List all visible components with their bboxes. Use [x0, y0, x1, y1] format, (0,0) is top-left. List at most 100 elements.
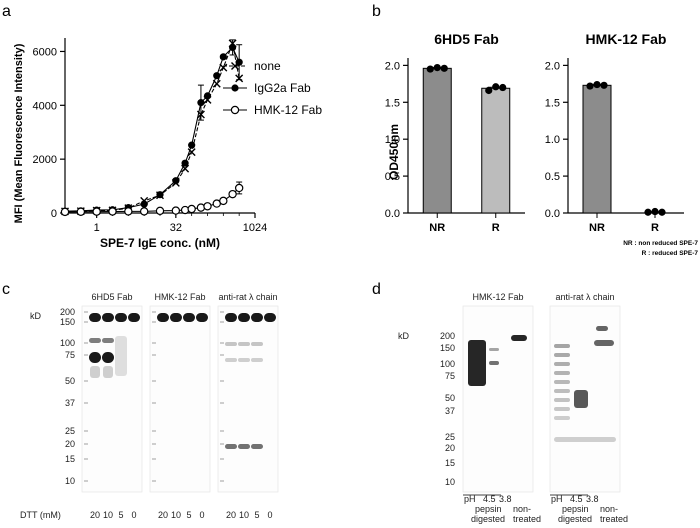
y-tick-label: 4000	[33, 100, 57, 112]
protein-band	[170, 313, 182, 322]
chart-title: 6HD5 Fab	[434, 31, 499, 47]
y-axis-label: MFI (Mean Fluorescence Intensity)	[13, 43, 25, 223]
series-hmk-12-fab	[60, 181, 244, 217]
protein-band	[238, 444, 250, 449]
group-label: treated	[600, 514, 628, 524]
chart-title: HMK-12 Fab	[586, 31, 667, 47]
size-marker-label: 75	[65, 350, 75, 360]
size-marker-label: 150	[60, 317, 75, 327]
x-tick-label: 1	[94, 222, 100, 234]
kd-label: kD	[398, 331, 410, 341]
legend-note: NR : non reduced SPE-7	[623, 240, 698, 247]
panel-label-d: d	[372, 281, 381, 298]
size-marker-label: 100	[60, 338, 75, 348]
size-marker-label: 50	[65, 376, 75, 386]
y-tick-label: 0.5	[385, 171, 400, 183]
protein-band	[554, 353, 570, 357]
blot-membrane	[149, 305, 211, 493]
x-marker-stroke	[231, 62, 239, 70]
protein-band	[225, 444, 237, 449]
protein-band	[183, 313, 195, 322]
y-tick-label: 6000	[33, 46, 57, 58]
protein-band	[594, 340, 614, 346]
data-point	[228, 43, 237, 52]
lane-label: 10	[171, 510, 181, 520]
y-tick-label: 1.0	[545, 134, 560, 146]
group-label: pepsin	[562, 504, 589, 514]
protein-band	[238, 342, 250, 346]
data-point	[234, 183, 244, 193]
data-point	[156, 191, 164, 199]
protein-band	[554, 407, 570, 411]
y-tick-label: 1.5	[545, 97, 560, 109]
lane-label: 20	[90, 510, 100, 520]
protein-band	[554, 416, 570, 420]
replicate-point	[600, 81, 608, 89]
protein-band	[554, 380, 570, 384]
protein-band	[225, 313, 237, 322]
lane-label: 5	[118, 510, 123, 520]
bar	[481, 87, 511, 214]
x-marker-stroke	[187, 148, 196, 157]
lane-label: 5	[186, 510, 191, 520]
legend-marker	[231, 84, 239, 92]
ph-value: 3.8	[499, 494, 512, 504]
size-marker-label: 200	[440, 331, 455, 341]
protein-smear	[90, 366, 100, 378]
size-marker-label: 25	[445, 432, 455, 442]
panel-label-a: a	[2, 3, 11, 20]
protein-band	[489, 361, 499, 365]
y-tick-label: 0.5	[545, 171, 560, 183]
y-tick-label: 2.0	[545, 60, 560, 72]
data-point	[171, 206, 181, 215]
category-label: R	[492, 222, 500, 234]
series-line	[64, 41, 240, 212]
category-label: NR	[589, 222, 605, 234]
protein-band	[251, 444, 263, 449]
replicate-point	[658, 208, 666, 216]
ph-value: 4.5	[570, 494, 583, 504]
replicate-point	[485, 86, 493, 95]
panel-a-line-chart: 0 2000 4000 6000 1 32 1024 SPE-7 IgE conc. (nM)…	[13, 38, 322, 250]
series-line	[64, 46, 240, 212]
y-tick-label: 2.0	[385, 60, 400, 72]
bar-chart-2: HMK-12 Fab 0.0 0.5 1.0 1.5 2.0 NR R	[545, 31, 684, 234]
blot-title: HMK-12 Fab	[472, 292, 523, 302]
group-label: digested	[558, 514, 592, 524]
size-marker-label: 20	[65, 439, 75, 449]
replicate-point	[426, 65, 434, 73]
y-tick-label: 1.0	[385, 134, 400, 146]
size-marker-label: 37	[65, 398, 75, 408]
replicate-point	[651, 207, 659, 216]
panel-label-c: c	[2, 281, 10, 298]
panel-label-b: b	[372, 3, 381, 20]
data-point	[197, 99, 205, 107]
blot-1: 6HD5 Fab 20 10 5 0	[81, 292, 143, 520]
data-point	[124, 207, 133, 216]
protein-band	[128, 313, 140, 322]
kd-label: kD	[30, 311, 42, 321]
category-label: R	[651, 222, 659, 234]
blot-2: HMK-12 Fab 20 10 5 0	[149, 292, 211, 520]
y-tick-label: 0.0	[385, 208, 400, 220]
size-marker-label: 100	[440, 359, 455, 369]
data-point	[139, 207, 149, 216]
y-tick-label: 2000	[33, 154, 57, 166]
protein-smear	[103, 366, 113, 378]
protein-band	[89, 338, 101, 343]
data-point	[76, 207, 86, 216]
blot-membrane	[81, 305, 143, 493]
protein-band	[489, 348, 499, 351]
bar	[582, 84, 612, 214]
dtt-label: DTT (mM)	[20, 510, 61, 520]
x-marker-stroke	[181, 164, 190, 173]
size-marker-label: 15	[445, 458, 455, 468]
data-point	[172, 177, 180, 185]
replicate-point	[440, 64, 448, 72]
size-marker-label: 10	[65, 476, 75, 486]
protein-band	[238, 313, 250, 322]
lane-label: 0	[199, 510, 204, 520]
